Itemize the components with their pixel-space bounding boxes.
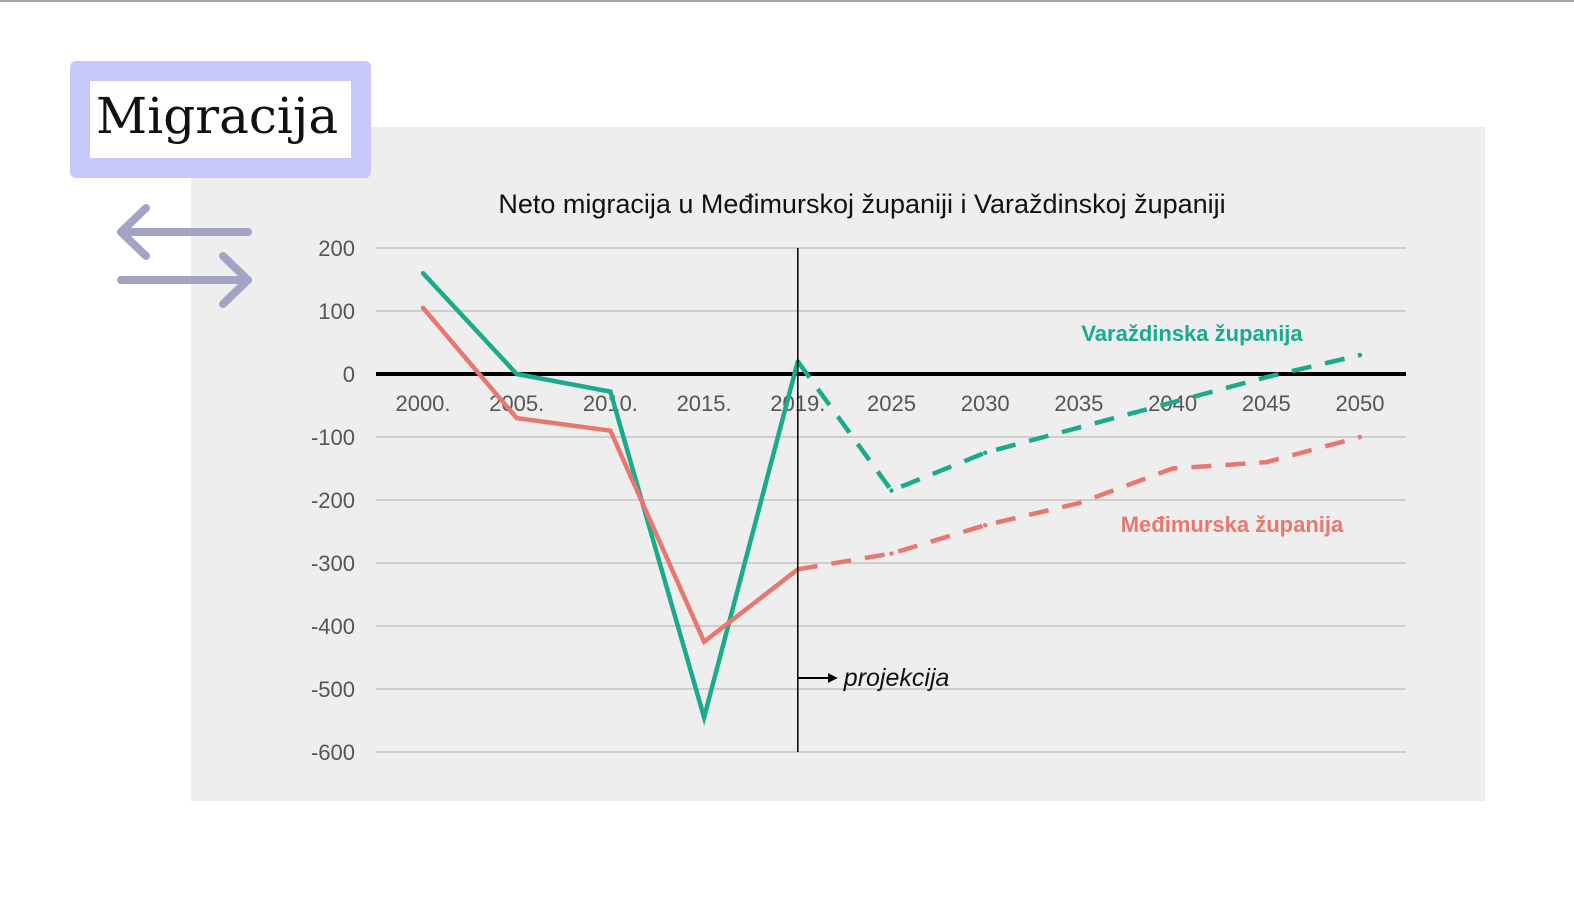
data-point-s1-7 xyxy=(1076,500,1082,506)
x-axis-tick-labels: 2000. 2005. 2010. 2015. 2019. 2025 2030 2035 204… xyxy=(395,391,1384,416)
data-point-s1-10 xyxy=(1357,434,1363,440)
data-point-s0-7 xyxy=(1076,425,1082,430)
heading-inner: Migracija xyxy=(90,81,351,158)
y-tick-label: -100 xyxy=(311,425,355,450)
x-tick-label: 2030 xyxy=(961,391,1010,416)
x-tick-label: 2045 xyxy=(1242,391,1291,416)
y-tick-label: -200 xyxy=(311,488,355,513)
data-point-s0-8 xyxy=(1170,400,1175,405)
data-point-s1-6 xyxy=(983,523,988,528)
data-point-s0-6 xyxy=(983,450,988,455)
exchange-arrows-icon xyxy=(117,204,252,308)
y-tick-label: -300 xyxy=(311,551,355,576)
data-point-s0-10 xyxy=(1357,352,1363,358)
data-point-s0-5 xyxy=(889,488,894,493)
data-point-s0-0 xyxy=(420,271,426,276)
series-label: Varaždinska županija xyxy=(1081,321,1303,346)
page-heading: Migracija xyxy=(96,87,339,145)
data-point-s1-2 xyxy=(608,428,613,433)
y-tick-label: 100 xyxy=(318,299,355,324)
series-labels: Varaždinska županija Međimurska županija xyxy=(1081,321,1344,537)
data-point-s1-1 xyxy=(514,415,519,421)
x-tick-label: 2025 xyxy=(867,391,916,416)
y-tick-label: -400 xyxy=(311,614,355,639)
data-point-s1-9 xyxy=(1264,460,1269,465)
chart-title: Neto migracija u Međimurskoj županiji i … xyxy=(498,189,1225,219)
data-point-s0-1 xyxy=(514,371,519,377)
y-axis-tick-labels: 200 100 0 -100 -200 -300 -400 -500 -600 xyxy=(311,236,355,765)
data-point-s1-0 xyxy=(420,305,426,311)
data-point-s1-8 xyxy=(1170,466,1175,471)
series-line-historical-1 xyxy=(421,306,800,646)
y-tick-label: 200 xyxy=(318,236,355,261)
x-tick-label: 2015. xyxy=(677,391,732,416)
top-divider xyxy=(0,0,1574,2)
series-label: Međimurska županija xyxy=(1121,512,1344,537)
x-tick-label: 2050 xyxy=(1336,391,1385,416)
gridlines xyxy=(376,247,1406,753)
data-point-s1-3 xyxy=(701,639,707,644)
series-line-historical-0 xyxy=(421,271,800,726)
x-tick-label: 2035 xyxy=(1054,391,1103,416)
data-point-s0-9 xyxy=(1264,374,1269,380)
projection-label: projekcija xyxy=(843,664,950,692)
data-point-s0-3 xyxy=(701,715,707,720)
heading-box: Migracija xyxy=(70,61,371,178)
y-tick-label: -500 xyxy=(311,677,355,702)
y-tick-label: -600 xyxy=(311,740,355,765)
data-point-s1-5 xyxy=(889,551,894,556)
projection-marker: projekcija xyxy=(797,248,950,752)
data-point-s0-2 xyxy=(608,389,613,394)
series-lines xyxy=(420,271,1363,726)
x-tick-label: 2000. xyxy=(395,391,450,416)
y-tick-label: 0 xyxy=(343,362,355,387)
